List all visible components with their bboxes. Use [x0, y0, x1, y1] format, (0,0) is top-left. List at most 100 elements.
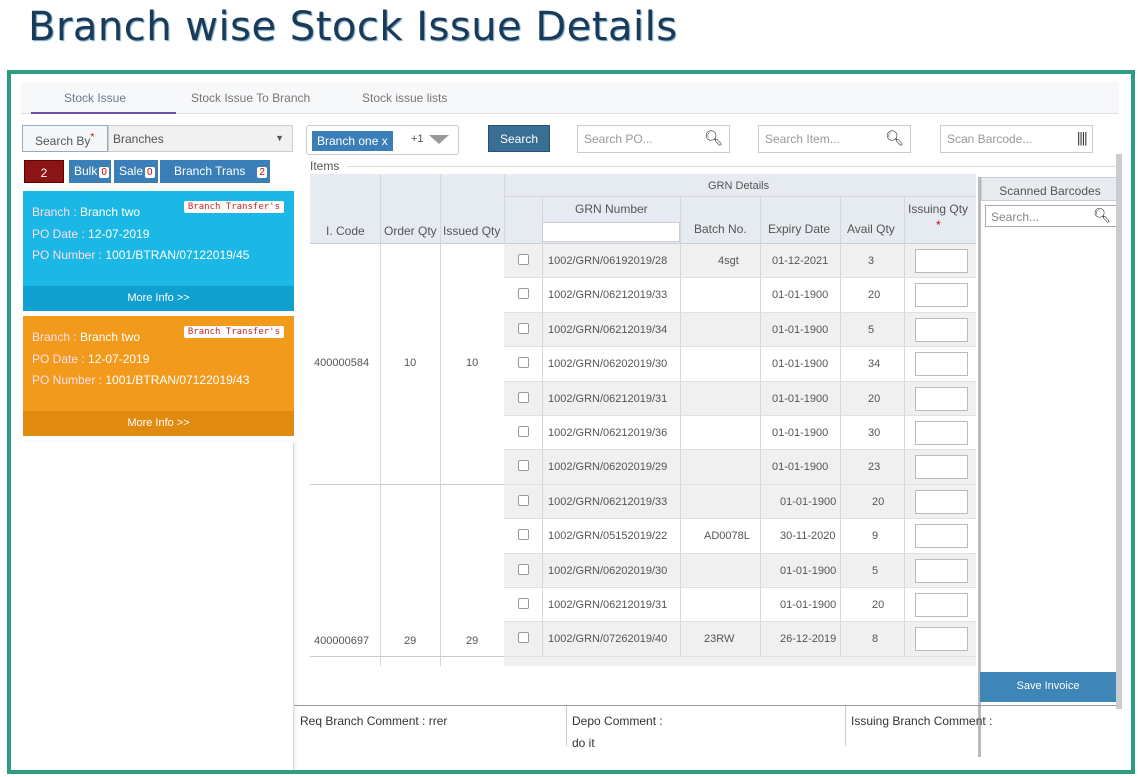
grn-number-filter-input[interactable] — [542, 222, 680, 242]
grn-details-header: GRN Details — [708, 180, 770, 192]
grn-row: 1002/GRN/06192019/28 4sgt 01-12-2021 3 — [504, 244, 976, 279]
col-batch: Batch No. — [694, 222, 747, 236]
grn-row-checkbox[interactable] — [518, 494, 529, 506]
grn-row-partial — [504, 656, 976, 666]
issuing-qty-input[interactable] — [915, 489, 968, 514]
req-branch-comment-label: Req Branch Comment : — [300, 714, 426, 728]
grn-number: 1002/GRN/06192019/28 — [548, 255, 668, 267]
branch-multiselect[interactable]: Branch one x +1 — [306, 125, 459, 155]
expiry-date: 01-01-1900 — [772, 323, 829, 336]
search-po-input[interactable]: Search PO... 🔍︎ — [577, 125, 730, 153]
tab-stock-issue-to-branch[interactable]: Stock Issue To Branch — [191, 91, 311, 105]
grn-row-checkbox[interactable] — [518, 426, 529, 437]
po-card[interactable]: Branch : Branch two Branch Transfer's PO… — [23, 191, 294, 311]
grn-row-checkbox[interactable] — [518, 529, 529, 541]
batch-number: 4sgt — [718, 255, 739, 267]
comment-divider — [566, 706, 567, 746]
col-icode: I. Code — [326, 224, 365, 238]
grn-number: 1002/GRN/06212019/33 — [548, 289, 668, 302]
avail-qty: 3 — [868, 255, 875, 267]
active-tab-indicator — [31, 112, 176, 114]
avail-qty: 8 — [872, 633, 879, 646]
bulk-filter-button[interactable]: Bulk 0 — [69, 160, 111, 183]
grn-number: 1002/GRN/06202019/30 — [548, 564, 668, 577]
search-button[interactable]: Search — [488, 125, 550, 152]
issuing-qty-input[interactable] — [915, 524, 968, 549]
card-branch: Branch two — [80, 330, 141, 344]
expiry-date: 01-01-1900 — [772, 392, 829, 405]
batch-number: AD0078L — [704, 530, 750, 543]
expiry-date: 01-01-1900 — [772, 427, 829, 439]
batch-number: 23RW — [704, 633, 735, 646]
search-by-select[interactable]: Branches ▼ — [108, 125, 293, 152]
card-list-empty-area — [21, 442, 294, 770]
avail-qty: 20 — [872, 599, 885, 611]
issuing-required-mark: * — [936, 218, 941, 232]
tab-stock-issue-lists[interactable]: Stock issue lists — [362, 91, 448, 105]
more-info-link[interactable]: More Info >> — [23, 411, 294, 436]
grn-row: 1002/GRN/06202019/29 01-01-1900 23 — [504, 450, 976, 485]
grn-number: 1002/GRN/06212019/31 — [548, 599, 668, 611]
col-order-qty: Order Qty — [384, 224, 437, 238]
issuing-qty-input[interactable] — [915, 593, 968, 617]
search-item-input[interactable]: Search Item... 🔍︎ — [758, 125, 911, 153]
expiry-date: 01-01-1900 — [780, 495, 837, 508]
avail-qty: 23 — [868, 461, 881, 474]
issuing-qty-input[interactable] — [915, 386, 968, 411]
sale-filter-button[interactable]: Sale 0 — [114, 160, 158, 183]
issuing-qty-input[interactable] — [915, 421, 968, 445]
barcode-icon: |||| — [1076, 131, 1087, 146]
save-invoice-button[interactable]: Save Invoice — [980, 672, 1116, 702]
grn-row-checkbox[interactable] — [518, 254, 529, 265]
scanned-search-input[interactable]: Search... 🔍︎ — [985, 205, 1117, 227]
items-divider — [347, 166, 1117, 167]
transfer-type-badge: Branch Transfer's — [183, 326, 284, 338]
grn-number: 1002/GRN/06212019/36 — [548, 427, 668, 439]
more-info-link[interactable]: More Info >> — [23, 286, 294, 311]
page-title: Branch wise Stock Issue Details — [28, 4, 678, 50]
branch-trans-filter-button[interactable]: Branch Trans 2 — [160, 160, 270, 183]
grn-row-checkbox[interactable] — [518, 563, 529, 575]
grn-row-checkbox[interactable] — [518, 460, 529, 472]
scanned-barcodes-title: Scanned Barcodes — [981, 177, 1119, 201]
avail-qty: 20 — [868, 392, 881, 405]
grn-row-checkbox[interactable] — [518, 391, 529, 403]
grn-row-checkbox[interactable] — [518, 357, 529, 369]
issuing-qty-input[interactable] — [915, 352, 968, 377]
issuing-qty-input[interactable] — [915, 283, 968, 308]
branch-trans-count: 2 — [257, 167, 267, 178]
transfer-type-badge: Branch Transfer's — [183, 201, 284, 213]
issuing-qty-input[interactable] — [915, 317, 968, 342]
comments-section: Req Branch Comment : rrer Depo Comment :… — [294, 705, 1116, 770]
expiry-date: 30-11-2020 — [780, 530, 836, 543]
issuing-qty-input[interactable] — [915, 455, 968, 480]
grn-row-checkbox[interactable] — [518, 288, 529, 300]
items-section-label: Items — [310, 159, 340, 173]
col-expiry: Expiry Date — [768, 222, 831, 236]
issued-qty: 10 — [466, 357, 479, 370]
selected-branch-chip[interactable]: Branch one x — [312, 131, 393, 151]
grn-row-checkbox[interactable] — [518, 322, 529, 334]
po-card[interactable]: Branch : Branch two Branch Transfer's PO… — [23, 316, 294, 436]
grn-row-checkbox[interactable] — [518, 632, 529, 644]
grn-row-checkbox[interactable] — [518, 598, 529, 609]
col-issued-qty: Issued Qty — [443, 224, 501, 238]
expiry-date: 01-01-1900 — [772, 358, 829, 371]
vertical-scrollbar[interactable] — [1116, 154, 1122, 709]
tab-stock-issue[interactable]: Stock Issue — [64, 91, 127, 105]
grn-row: 1002/GRN/06212019/34 01-01-1900 5 — [504, 312, 976, 348]
dropdown-caret-icon[interactable] — [429, 135, 449, 144]
grn-row: 1002/GRN/07262019/40 23RW 26-12-2019 8 — [504, 622, 976, 657]
required-mark: * — [90, 132, 95, 143]
issuing-qty-input[interactable] — [915, 627, 968, 652]
issuing-qty-input[interactable] — [915, 249, 968, 273]
grn-number: 1002/GRN/06212019/34 — [548, 323, 668, 336]
more-selected-count: +1 — [411, 133, 424, 145]
search-icon: 🔍︎ — [703, 130, 723, 147]
depo-comment-value: do it — [572, 736, 595, 750]
scan-barcode-input[interactable]: Scan Barcode... |||| — [940, 125, 1093, 153]
issuing-qty-input[interactable] — [915, 558, 968, 583]
col-issuing: Issuing Qty — [908, 202, 969, 216]
expiry-date: 26-12-2019 — [780, 633, 837, 646]
comment-divider — [845, 706, 846, 746]
